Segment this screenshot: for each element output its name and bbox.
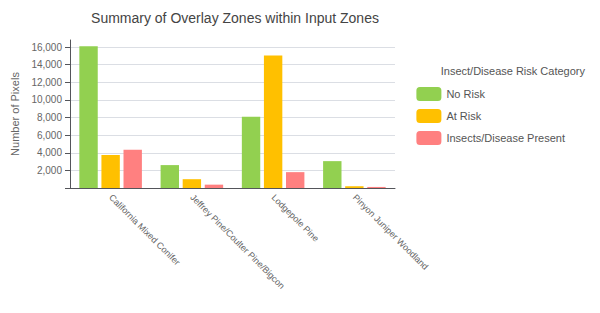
svg-text:Insects/Disease Present: Insects/Disease Present xyxy=(446,132,565,144)
svg-text:Number of Pixels: Number of Pixels xyxy=(9,72,21,156)
svg-text:16,000: 16,000 xyxy=(31,42,62,53)
svg-text:California Mixed Conifer: California Mixed Conifer xyxy=(107,192,182,267)
svg-text:6,000: 6,000 xyxy=(37,130,62,141)
svg-text:10,000: 10,000 xyxy=(31,94,62,105)
svg-text:Insect/Disease Risk Category: Insect/Disease Risk Category xyxy=(441,65,586,77)
svg-text:4,000: 4,000 xyxy=(37,147,62,158)
svg-text:2,000: 2,000 xyxy=(37,165,62,176)
svg-text:12,000: 12,000 xyxy=(31,77,62,88)
svg-text:No Risk: No Risk xyxy=(446,88,485,100)
svg-text:14,000: 14,000 xyxy=(31,59,62,70)
svg-text:Summary of Overlay Zones withi: Summary of Overlay Zones within Input Zo… xyxy=(91,10,379,26)
svg-text:Jeffrey Pine/Coulter Pine/Bigc: Jeffrey Pine/Coulter Pine/Bigcon xyxy=(188,192,286,290)
svg-text:8,000: 8,000 xyxy=(37,112,62,123)
svg-text:Pinyon Juniper Woodland: Pinyon Juniper Woodland xyxy=(351,192,430,271)
svg-text:At Risk: At Risk xyxy=(446,110,481,122)
svg-text:Lodgepole Pine: Lodgepole Pine xyxy=(270,192,321,243)
